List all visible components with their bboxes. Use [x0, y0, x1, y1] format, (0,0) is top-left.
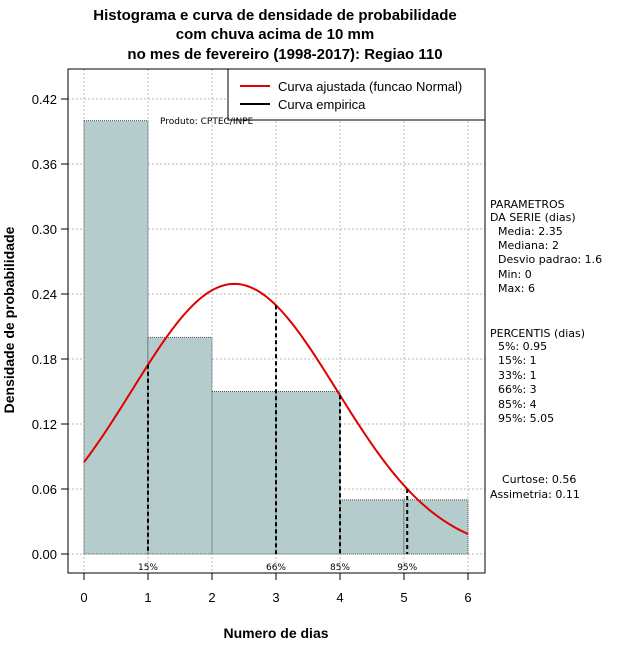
legend-box [227, 68, 486, 121]
axes: 0 1 2 3 4 5 6 0.00 0.06 0.12 0.18 0.24 0.30 0.36 0.42 [32, 92, 472, 605]
chart-title-line-3: no mes de fevereiro (1998-2017): Regiao … [127, 46, 442, 63]
side-panel: PARAMETROS DA SERIE (dias) Media: 2.35 M… [490, 198, 602, 501]
param-min: Min: 0 [498, 268, 532, 281]
histogram-bar-0 [83, 120, 149, 555]
x-tick-label-5: 5 [400, 590, 407, 605]
y-tick-label-5: 0.30 [32, 222, 57, 237]
legend: Curva ajustada (funcao Normal) Curva emp… [227, 68, 486, 121]
y-tick-label-6: 0.36 [32, 157, 57, 172]
param-max: Max: 6 [498, 282, 535, 295]
y-tick-label-2: 0.12 [32, 417, 57, 432]
percentil-5: 5%: 0.95 [498, 340, 547, 353]
percentil-95: 95%: 5.05 [498, 412, 554, 425]
x-tick-label-1: 1 [144, 590, 151, 605]
x-axis-label: Numero de dias [223, 625, 328, 641]
x-tick-label-2: 2 [208, 590, 215, 605]
x-tick-label-4: 4 [336, 590, 343, 605]
percentile-label-3: 95% [397, 563, 417, 573]
product-label: Produto: CPTEC/INPE [160, 117, 254, 127]
chart-title-line-1: Histograma e curva de densidade de proba… [93, 7, 456, 24]
param-mediana: Mediana: 2 [498, 239, 559, 252]
legend-label-empirical: Curva empirica [278, 97, 366, 112]
histogram-bar-2 [211, 391, 277, 555]
y-tick-label-4: 0.24 [32, 287, 57, 302]
percentil-33: 33%: 1 [498, 369, 537, 382]
histogram-bar-3 [275, 391, 341, 555]
x-tick-label-6: 6 [464, 590, 471, 605]
legend-label-fitted: Curva ajustada (funcao Normal) [278, 79, 462, 94]
histogram-bar-1 [147, 336, 213, 555]
histogram-bar-4 [339, 499, 405, 555]
y-tick-label-0: 0.00 [32, 547, 57, 562]
assimetria-value: Assimetria: 0.11 [490, 488, 580, 501]
chart-title-line-2: com chuva acima de 10 mm [176, 26, 374, 43]
percentile-markers: 15% 66% 85% 95% [138, 305, 418, 573]
percentis-title: PERCENTIS (dias) [490, 327, 585, 340]
curtose-value: Curtose: 0.56 [502, 473, 576, 486]
percentil-85: 85%: 4 [498, 398, 537, 411]
param-media: Media: 2.35 [498, 225, 563, 238]
params-title-2: DA SERIE (dias) [490, 211, 576, 224]
histogram-bars [83, 120, 469, 555]
percentil-15: 15%: 1 [498, 354, 537, 367]
y-tick-label-7: 0.42 [32, 92, 57, 107]
percentile-label-0: 15% [138, 563, 158, 573]
percentil-66: 66%: 3 [498, 383, 537, 396]
x-tick-label-3: 3 [272, 590, 279, 605]
percentile-label-1: 66% [266, 563, 286, 573]
y-axis-label: Densidade de probabilidade [1, 226, 17, 413]
param-desvio: Desvio padrao: 1.6 [498, 253, 602, 266]
histogram-bar-5 [403, 499, 469, 555]
params-title-1: PARAMETROS [490, 198, 565, 211]
x-tick-label-0: 0 [80, 590, 87, 605]
y-tick-label-1: 0.06 [32, 482, 57, 497]
y-tick-label-3: 0.18 [32, 352, 57, 367]
percentile-label-2: 85% [330, 563, 350, 573]
